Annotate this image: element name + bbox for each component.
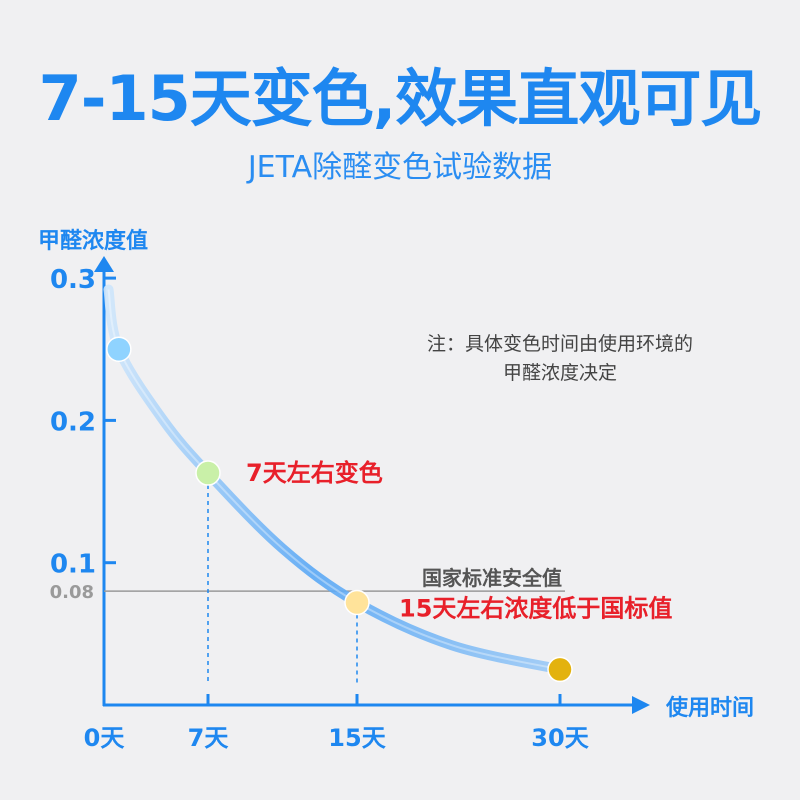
chart-note: 注：具体变色时间由使用环境的 甲醛浓度决定 [330,330,790,388]
x-axis-label: 使用时间 [665,696,754,721]
data-point-2 [344,589,370,616]
reference-tick-label: 0.08 [50,582,94,603]
data-point-3 [547,656,573,683]
chart-note-line-1: 注：具体变色时间由使用环境的 [426,333,693,355]
data-point-1 [195,460,221,486]
reference-line-label: 国家标准安全值 [422,566,562,590]
y-tick-label-0: 0.3 [50,265,96,295]
y-tick-label-2: 0.1 [50,550,96,580]
y-axis-label: 甲醛浓度值 [38,228,148,254]
chart-note-line-2: 甲醛浓度决定 [502,362,617,384]
page-title: 7-15天变色,效果直观可见 [38,62,763,135]
x-tick-label-2: 15天 [328,724,385,752]
x-axis-arrow [632,696,650,714]
series-line-highlight [107,289,561,671]
page-subtitle: JETA除醛变色试验数据 [247,150,553,185]
y-tick-label-1: 0.2 [50,407,96,437]
x-tick-label-0: 0天 [84,724,125,752]
x-tick-label-1: 7天 [188,724,229,752]
data-point-annotation-1: 7天左右变色 [246,459,383,487]
y-axis-arrow [94,256,114,272]
x-tick-label-3: 30天 [531,724,588,752]
series-line [103,284,565,675]
data-point-annotation-2: 15天左右浓度低于国标值 [399,595,672,623]
data-point-0 [106,336,132,362]
